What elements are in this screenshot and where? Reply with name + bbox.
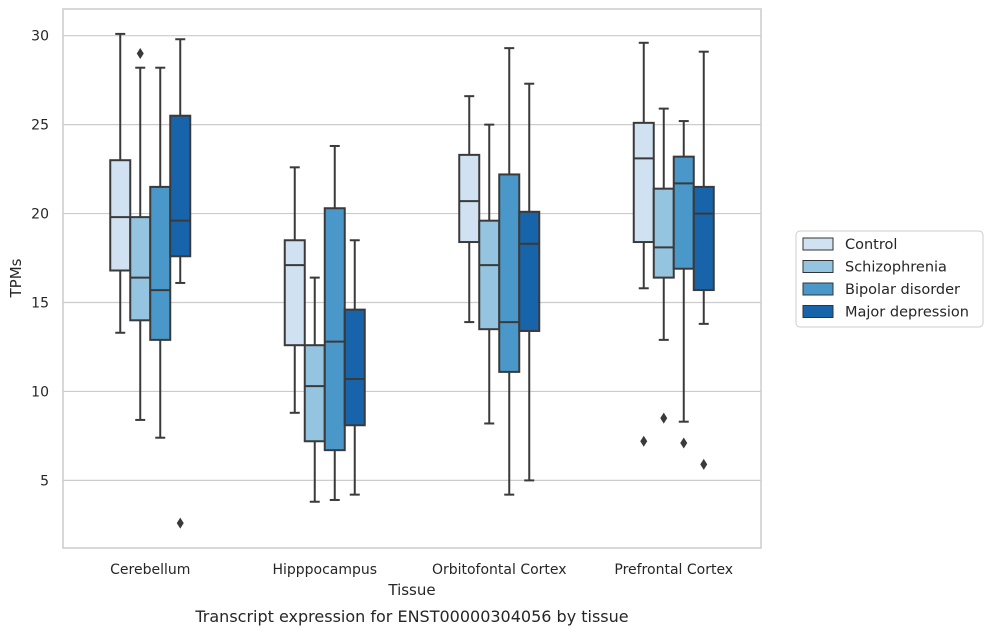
box-body xyxy=(283,239,306,347)
legend-items: Control Schizophrenia Bipolar disorder Majo… xyxy=(802,237,969,321)
box-0-3 xyxy=(169,38,192,529)
y-tick-label: 25 xyxy=(31,118,49,134)
outlier-point xyxy=(700,458,708,470)
box-body xyxy=(343,308,366,427)
box-2-1 xyxy=(478,123,501,425)
box-body xyxy=(303,344,326,443)
box-0-1 xyxy=(129,47,152,421)
legend-label: Bipolar disorder xyxy=(845,282,960,298)
box-body xyxy=(498,173,521,373)
box-1-0 xyxy=(283,166,306,414)
outlier-point xyxy=(176,517,184,529)
box-body xyxy=(672,155,695,270)
box-1-2 xyxy=(323,144,346,501)
y-tick-label: 15 xyxy=(31,296,49,312)
box-body xyxy=(692,185,715,292)
x-tick-labels: Cerebellum Hipppocampus Orbitofontal Corte… xyxy=(110,562,733,578)
x-tick-label: Prefrontal Cortex xyxy=(614,562,733,578)
y-tick-label: 30 xyxy=(31,29,49,45)
legend-label: Control xyxy=(845,237,897,253)
plot-area-frame xyxy=(62,8,762,549)
outlier-point xyxy=(660,412,668,424)
box-body xyxy=(109,159,132,272)
legend-swatch xyxy=(802,282,834,296)
y-tick-label: 20 xyxy=(31,207,49,223)
legend-frame xyxy=(795,230,984,328)
box-body xyxy=(478,219,501,331)
outlier-point xyxy=(680,437,688,449)
box-body xyxy=(458,153,481,244)
box-3-3 xyxy=(692,50,715,470)
box-body xyxy=(632,121,655,244)
x-tick-label: Hipppocampus xyxy=(272,562,377,578)
box-2-0 xyxy=(458,95,481,324)
box-3-0 xyxy=(632,41,655,447)
y-tick-labels: 5 10 15 20 25 30 xyxy=(31,29,49,490)
legend-label: Schizophrenia xyxy=(845,260,947,276)
box-3-1 xyxy=(652,107,675,424)
x-tick-label: Cerebellum xyxy=(110,562,190,578)
box-body xyxy=(518,210,541,332)
box-2-2 xyxy=(498,47,521,496)
y-tick-label: 10 xyxy=(31,384,49,400)
box-0-0 xyxy=(109,32,132,334)
box-3-2 xyxy=(672,120,695,449)
box-body xyxy=(652,187,675,279)
outlier-point xyxy=(136,47,144,59)
y-axis-title: TPMs xyxy=(7,258,25,298)
outlier-point xyxy=(640,435,648,447)
box-1-1 xyxy=(303,276,326,503)
x-tick-label: Orbitofontal Cortex xyxy=(432,562,567,578)
legend-label: Major depression xyxy=(845,305,969,321)
legend-swatch xyxy=(802,305,834,318)
legend-swatch xyxy=(802,237,834,251)
box-body xyxy=(149,185,172,341)
box-body xyxy=(129,216,152,322)
box-groups xyxy=(109,32,715,529)
box-body xyxy=(169,114,192,258)
box-1-3 xyxy=(343,239,366,496)
box-body xyxy=(323,207,346,452)
y-tick-label: 5 xyxy=(40,473,49,489)
box-2-3 xyxy=(518,82,541,482)
chart-caption: Transcript expression for ENST0000030405… xyxy=(194,607,628,626)
legend-swatch xyxy=(802,260,834,273)
x-axis-title: Tissue xyxy=(387,581,435,599)
legend: Control Schizophrenia Bipolar disorder Majo… xyxy=(795,230,984,328)
box-0-2 xyxy=(149,66,172,439)
